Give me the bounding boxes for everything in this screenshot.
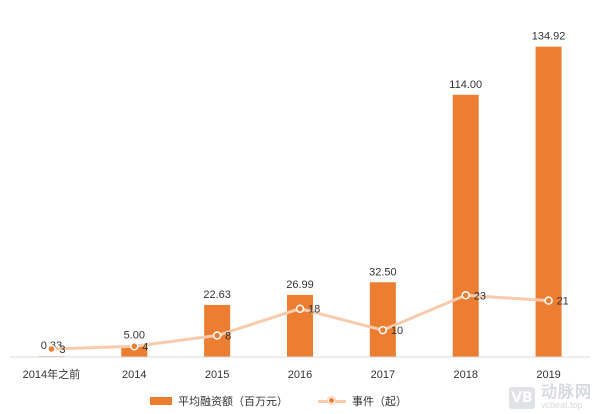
line-value-label-5: 23 — [474, 290, 486, 302]
bar-value-label-3: 26.99 — [286, 279, 314, 291]
legend: 平均融资额（百万元） 事件（起） — [150, 393, 407, 409]
bar-value-label-1: 5.00 — [124, 330, 145, 342]
legend-bar-swatch — [150, 397, 172, 405]
bar-value-label-2: 22.63 — [203, 289, 231, 301]
legend-item-line: 事件（起） — [318, 393, 407, 409]
line-point-4 — [378, 325, 388, 335]
line-point-5 — [461, 291, 470, 300]
bar-series — [38, 46, 562, 358]
line-value-label-1: 4 — [142, 341, 148, 353]
watermark: VB 动脉网 vcbeat.top — [508, 384, 592, 410]
line-value-label-2: 8 — [225, 331, 231, 343]
line-point-1 — [130, 342, 139, 351]
x-tick-labels: 2014年之前 2014 2015 2016 2017 2018 2019 — [23, 367, 561, 381]
bar-5 — [452, 94, 479, 358]
x-tick-label-0: 2014年之前 — [23, 367, 80, 381]
legend-line-swatch — [318, 397, 346, 405]
line-point-6 — [544, 296, 553, 305]
line-series — [47, 291, 553, 354]
x-tick-label-1: 2014 — [122, 369, 146, 381]
bar-value-label-5: 114.00 — [449, 79, 482, 91]
legend-bar-label: 平均融资额（百万元） — [178, 396, 288, 408]
x-tick-label-5: 2018 — [453, 369, 477, 381]
bar-2 — [204, 304, 231, 357]
line-point-3 — [295, 304, 305, 313]
line-value-label-4: 10 — [391, 325, 403, 337]
bar-value-label-6: 134.92 — [532, 31, 566, 43]
x-tick-label-3: 2016 — [288, 369, 312, 381]
bar-4 — [369, 282, 396, 357]
bar-6 — [535, 46, 562, 358]
line-value-label-3: 18 — [308, 304, 320, 316]
line-value-label-6: 21 — [557, 296, 569, 308]
line-point-0 — [47, 344, 56, 354]
bar-1 — [121, 345, 148, 357]
line-value-label-0: 3 — [59, 344, 65, 356]
x-tick-label-6: 2019 — [536, 369, 560, 381]
watermark-logo: VB — [508, 386, 535, 409]
x-tick-label-4: 2017 — [371, 369, 395, 381]
watermark-url: vcbeat.top — [540, 400, 583, 410]
legend-line-label: 事件（起） — [352, 396, 407, 408]
bar-value-label-4: 32.50 — [369, 266, 397, 278]
x-tick-label-2: 2015 — [205, 369, 229, 381]
watermark-name: 动脉网 — [540, 384, 592, 401]
line-value-labels: 3 4 8 18 10 23 21 — [59, 290, 568, 356]
legend-item-bar: 平均融资额（百万元） — [150, 393, 288, 409]
line-point-2 — [212, 331, 222, 340]
